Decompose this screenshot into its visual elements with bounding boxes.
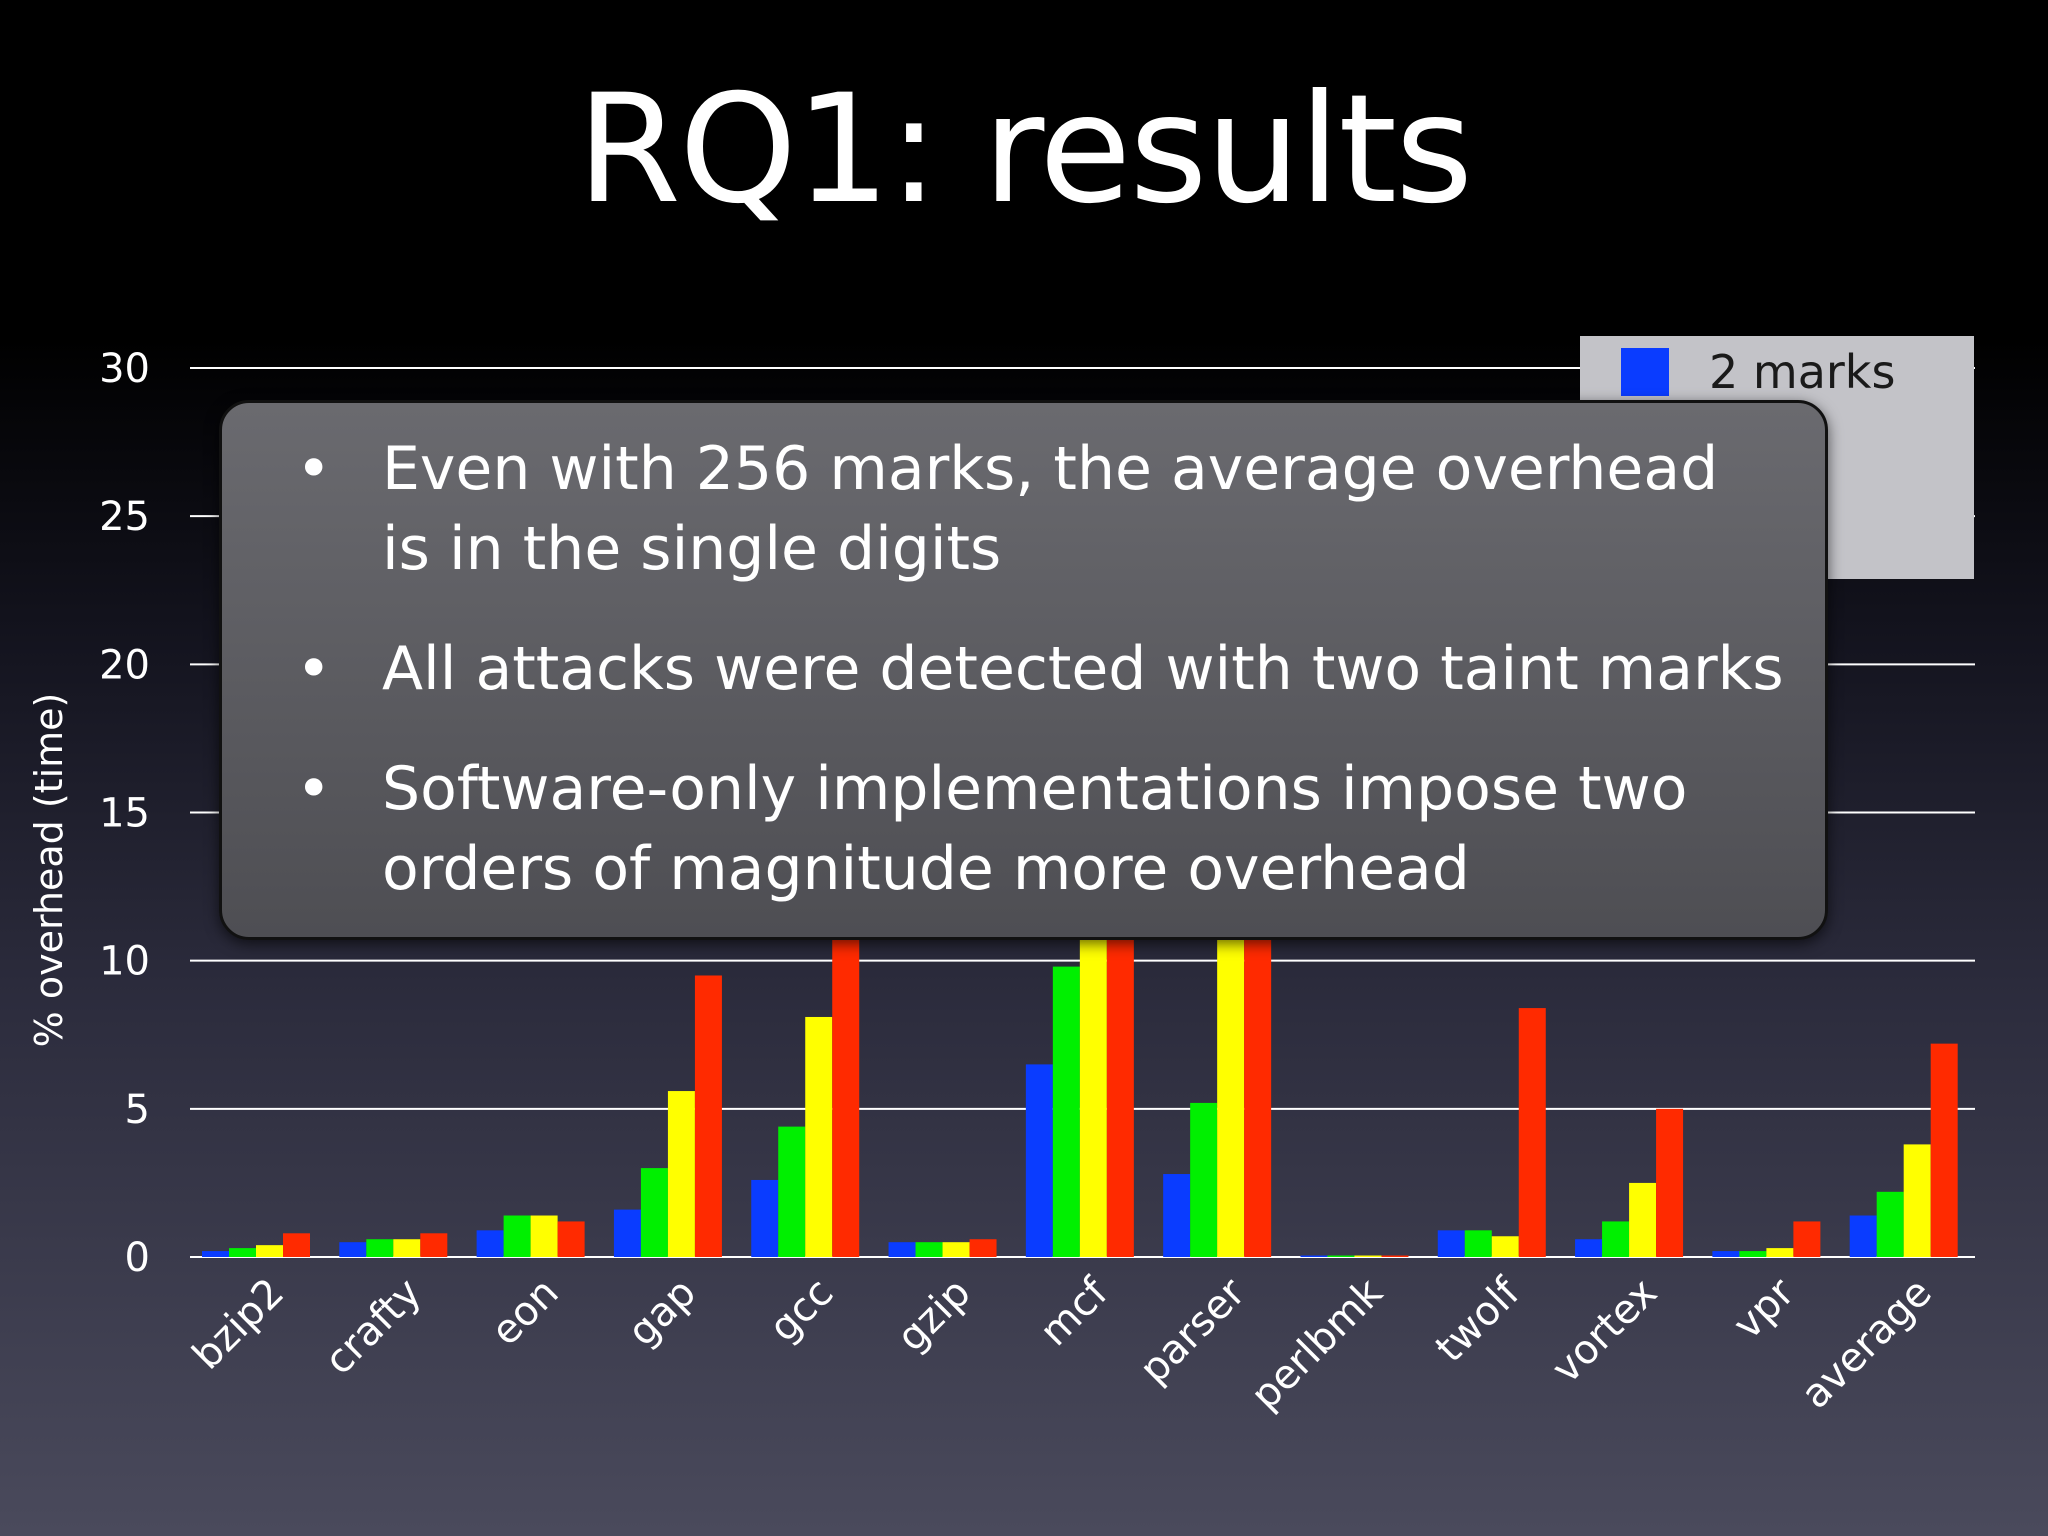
bar-twolf-series-2 [1464,1230,1492,1257]
bar-average-series-4 [1930,1043,1958,1257]
y-tick-label: 25 [99,494,150,540]
bar-vpr-series-1 [1712,1251,1740,1257]
callout-bullet-text: All attacks were detected with two taint… [382,634,1784,704]
chart-bars [202,931,1958,1257]
y-tick-label: 10 [99,939,150,985]
bar-gcc-series-3 [805,1016,833,1257]
bar-twolf-series-3 [1491,1236,1519,1257]
bar-perlbmk-series-4 [1381,1255,1409,1257]
legend-swatch [1621,348,1669,396]
x-tick-label-crafty: crafty [316,1270,430,1384]
bar-parser-series-2 [1190,1102,1218,1257]
bar-perlbmk-series-1 [1300,1255,1328,1257]
bar-gzip-series-3 [942,1242,970,1257]
x-tick-label-average: average [1792,1270,1940,1418]
legend-entry: 2 marks [1580,342,1974,402]
bullet-dot-icon: • [296,634,332,704]
y-tick-label: 30 [99,346,150,392]
bar-gcc-series-4 [832,931,860,1257]
bar-bzip2-series-4 [283,1233,310,1257]
callout-bullet-text: Even with 256 marks, the average overhea… [382,434,1719,584]
slide-title: RQ1: results [576,63,1473,237]
bar-gcc-series-2 [778,1126,806,1257]
bar-bzip2-series-2 [229,1248,256,1257]
x-tick-label-perlbmk: perlbmk [1242,1269,1392,1419]
y-tick-label: 15 [99,791,150,837]
bar-parser-series-4 [1244,931,1272,1257]
bar-vortex-series-2 [1602,1221,1630,1257]
bullet-dot-icon: • [296,754,332,824]
bar-bzip2-series-3 [256,1245,283,1257]
bar-vortex-series-3 [1629,1182,1657,1257]
x-tick-label-gcc: gcc [761,1270,843,1352]
callout-bullet: • Software-only implementations impose tw… [222,749,1785,909]
legend-label: 2 marks [1709,345,1896,399]
bar-vortex-series-4 [1656,1108,1684,1257]
bar-gap-series-2 [640,1168,668,1257]
x-tick-label-twolf: twolf [1427,1269,1530,1372]
bar-vortex-series-1 [1575,1239,1603,1257]
bar-perlbmk-series-2 [1327,1255,1355,1257]
bar-parser-series-3 [1217,931,1245,1257]
bar-bzip2-series-1 [202,1251,229,1257]
callout-bullet: • All attacks were detected with two tain… [222,629,1785,709]
bar-gap-series-3 [667,1091,695,1257]
bar-mcf-series-3 [1079,931,1107,1257]
bar-gzip-series-4 [969,1239,997,1257]
callout-bullet-text: Software-only implementations impose two… [382,754,1688,904]
bar-eon-series-2 [503,1215,531,1257]
bar-crafty-series-4 [420,1233,448,1257]
bar-gcc-series-1 [751,1179,779,1257]
bar-twolf-series-1 [1437,1230,1465,1257]
bar-eon-series-1 [476,1230,504,1257]
bullet-dot-icon: • [296,434,332,504]
bar-crafty-series-2 [366,1239,394,1257]
x-tick-label-parser: parser [1131,1269,1255,1393]
callout-bullet: • Even with 256 marks, the average overhe… [222,429,1785,589]
bar-gzip-series-2 [915,1242,943,1257]
bar-eon-series-4 [557,1221,585,1257]
bar-twolf-series-4 [1518,1008,1546,1257]
bar-gap-series-1 [613,1209,641,1257]
bar-gzip-series-1 [888,1242,916,1257]
callout-bullet-list: • Even with 256 marks, the average overhe… [222,403,1825,909]
bar-average-series-2 [1876,1191,1904,1257]
bar-average-series-1 [1849,1215,1877,1257]
bar-eon-series-3 [530,1215,558,1257]
bar-crafty-series-1 [339,1242,367,1257]
bar-mcf-series-1 [1025,1064,1053,1257]
bar-vpr-series-3 [1766,1248,1794,1257]
x-tick-label-eon: eon [483,1270,568,1355]
y-axis-ticks: 0 5 10 15 20 25 30 [99,346,150,1281]
bar-vpr-series-4 [1793,1221,1821,1257]
x-tick-label-vpr: vpr [1725,1269,1804,1348]
x-tick-label-gzip: gzip [888,1270,979,1361]
bar-mcf-series-2 [1052,966,1080,1257]
bar-parser-series-1 [1163,1174,1191,1257]
bar-average-series-3 [1903,1144,1931,1257]
y-axis-label: % overhead (time) [27,693,71,1048]
bar-perlbmk-series-3 [1354,1255,1382,1257]
x-tick-label-gap: gap [619,1270,705,1356]
bar-vpr-series-2 [1739,1251,1767,1257]
x-tick-label-vortex: vortex [1543,1270,1666,1393]
callout-box: • Even with 256 marks, the average overhe… [219,400,1828,940]
x-tick-label-mcf: mcf [1031,1269,1117,1355]
x-axis-ticks: bzip2 crafty eon gap gcc gzip mcf parserperlbmk… [184,1269,1941,1419]
bar-mcf-series-4 [1106,931,1134,1257]
x-tick-label-bzip2: bzip2 [184,1270,293,1379]
y-tick-label: 5 [125,1087,150,1133]
y-tick-label: 20 [99,642,150,688]
bar-crafty-series-3 [393,1239,421,1257]
bar-gap-series-4 [694,975,722,1257]
y-tick-label: 0 [125,1235,150,1281]
